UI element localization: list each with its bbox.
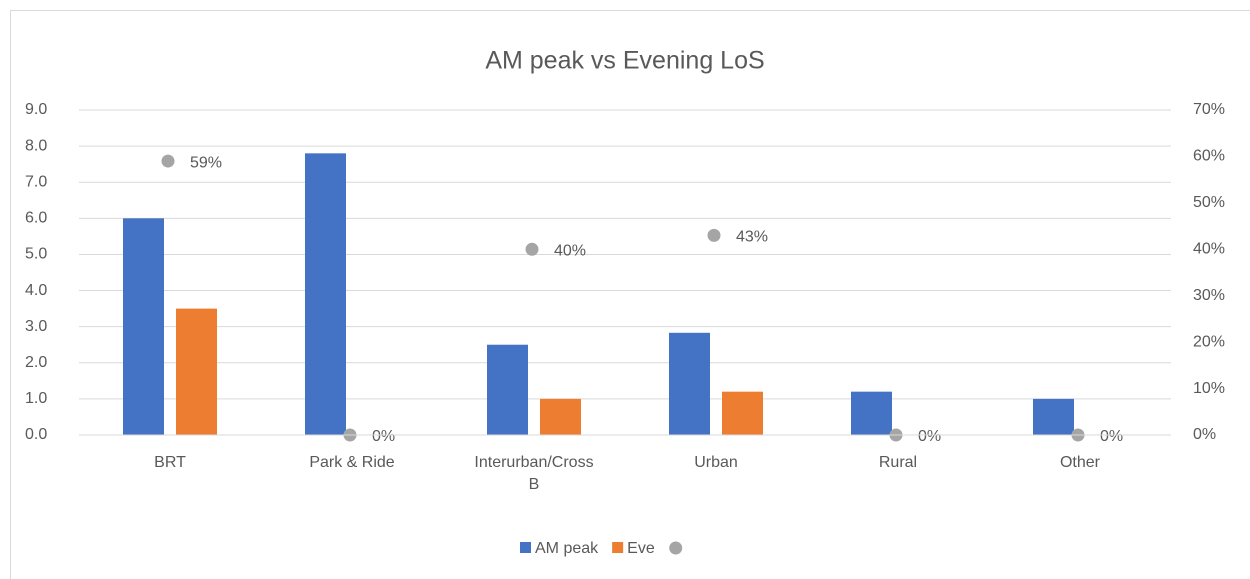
chart-border [10,10,1250,579]
bar [176,308,217,435]
y-tick-label: 4.0 [25,282,47,299]
bar [1033,398,1074,435]
legend-label: Eve [627,540,655,557]
x-tick-label: Urban [694,454,738,471]
data-label: 59% [190,154,222,171]
y-tick-label: 8.0 [25,137,47,154]
data-label: 0% [372,428,395,445]
y2-tick-label: 70% [1193,101,1225,118]
y2-tick-label: 30% [1193,287,1225,304]
data-label: 0% [1100,428,1123,445]
y2-tick-label: 10% [1193,380,1225,397]
bar [540,398,581,435]
data-label: 43% [736,229,768,246]
x-tick-label: Park & Ride [309,454,394,471]
marker [161,154,175,168]
y-tick-label: 5.0 [25,246,47,263]
x-tick-label: Rural [879,454,917,471]
y2-tick-label: 40% [1193,241,1225,258]
y-tick-label: 7.0 [25,173,47,190]
bar [669,332,710,435]
x-tick-label: BRT [154,454,186,471]
marker [707,228,721,242]
marker [525,242,539,256]
bar [487,344,528,435]
y2-tick-label: 20% [1193,333,1225,350]
bar [305,153,346,436]
bar [722,391,763,435]
legend-swatch [612,542,624,553]
y-tick-label: 2.0 [25,354,47,371]
y2-tick-label: 50% [1193,194,1225,211]
bar [851,391,892,435]
legend-label: AM peak [535,540,599,557]
y-tick-label: 9.0 [25,101,47,118]
chart-title: AM peak vs Evening LoS [485,47,764,75]
y-tick-label: 1.0 [25,390,47,407]
y-tick-label: 3.0 [25,318,47,335]
x-tick-label: Interurban/Cross B [474,454,593,493]
x-tick-label: Other [1060,454,1101,471]
y-tick-label: 6.0 [25,210,47,227]
bar [123,218,164,435]
data-label: 0% [918,428,941,445]
y-tick-label: 0.0 [25,426,47,443]
data-label: 40% [554,243,586,260]
y2-tick-label: 0% [1193,426,1216,443]
y2-tick-label: 60% [1193,148,1225,165]
legend-swatch [520,542,531,553]
legend-marker [669,541,683,555]
